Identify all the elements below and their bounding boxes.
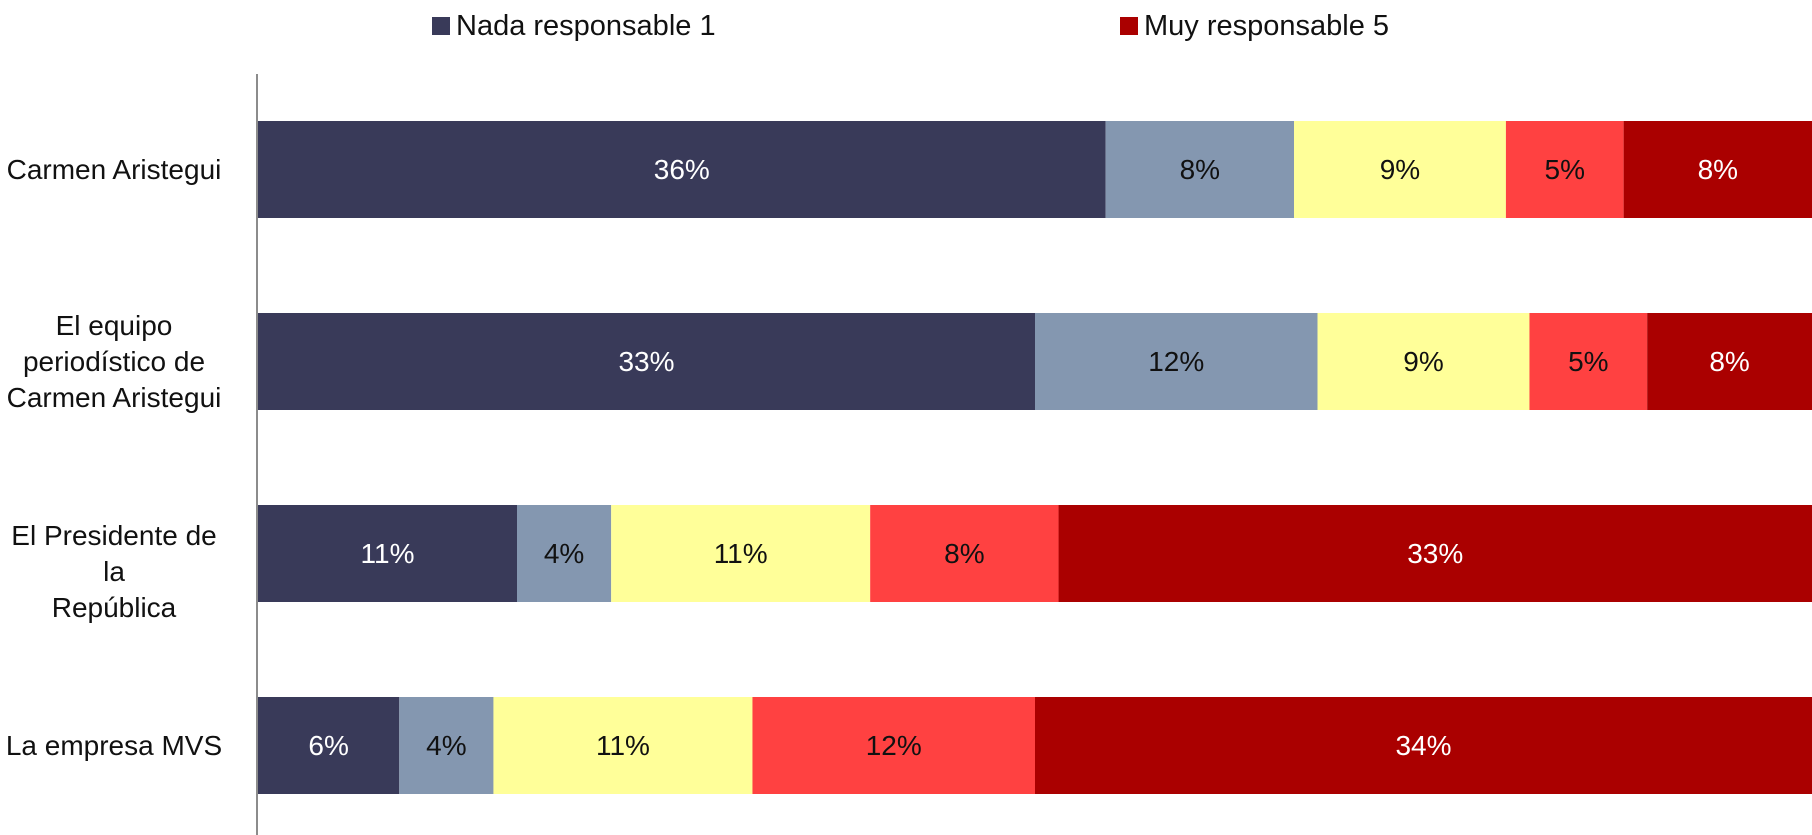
category-label-equipo-periodistico: El equipo periodístico de Carmen Aristeg…: [6, 309, 222, 413]
bar-segment-carmen-aristegui-s5: [1623, 121, 1812, 218]
bar-segment-carmen-aristegui-s2: [1105, 121, 1294, 218]
data-label-carmen-aristegui-s5: 8%: [1698, 154, 1738, 185]
data-label-el-presidente-de-la-republica-s1: 11%: [361, 538, 415, 569]
data-label-el-equipo-periodistico-de-carmen-aristegui-s2: 12%: [1148, 346, 1204, 377]
data-label-la-empresa-mvs-s5: 34%: [1395, 730, 1451, 761]
data-label-el-presidente-de-la-republica-s3: 11%: [714, 538, 768, 569]
bar-segment-el-equipo-periodistico-de-carmen-aristegui-s2: [1035, 313, 1318, 410]
bar-segment-el-equipo-periodistico-de-carmen-aristegui-s3: [1317, 313, 1530, 410]
legend-label-nada-responsable: Nada responsable 1: [456, 9, 716, 42]
legend-item-muy-responsable: Muy responsable 5: [1120, 8, 1389, 44]
data-label-el-equipo-periodistico-de-carmen-aristegui-s1: 33%: [618, 346, 674, 377]
bar-segment-la-empresa-mvs-s3: [493, 697, 753, 794]
bar-segment-la-empresa-mvs-s5: [1035, 697, 1812, 794]
data-label-el-presidente-de-la-republica-s4: 8%: [944, 538, 984, 569]
bar-segment-el-presidente-de-la-republica-s2: [517, 505, 612, 602]
bar-segment-el-equipo-periodistico-de-carmen-aristegui-s5: [1647, 313, 1812, 410]
legend-swatch-nada-responsable: [432, 17, 450, 35]
bar-segment-carmen-aristegui-s1: [258, 121, 1106, 218]
legend-item-nada-responsable: Nada responsable 1: [432, 8, 716, 44]
bar-segment-el-presidente-de-la-republica-s5: [1058, 505, 1812, 602]
legend-label-muy-responsable: Muy responsable 5: [1144, 9, 1390, 42]
data-label-la-empresa-mvs-s4: 12%: [866, 730, 922, 761]
bar-segment-el-presidente-de-la-republica-s3: [611, 505, 871, 602]
data-label-la-empresa-mvs-s2: 4%: [426, 730, 466, 761]
data-label-el-equipo-periodistico-de-carmen-aristegui-s4: 5%: [1568, 346, 1608, 377]
data-label-carmen-aristegui-s2: 8%: [1180, 154, 1220, 185]
bar-segment-el-presidente-de-la-republica-s1: [258, 505, 517, 602]
data-label-la-empresa-mvs-s1: 6%: [308, 730, 348, 761]
legend-swatch-muy-responsable: [1120, 17, 1138, 35]
category-label-empresa-mvs: La empresa MVS: [5, 729, 223, 761]
data-label-el-equipo-periodistico-de-carmen-aristegui-s3: 9%: [1403, 346, 1443, 377]
bar-segment-la-empresa-mvs-s1: [258, 697, 400, 794]
data-label-carmen-aristegui-s1: 36%: [654, 154, 710, 185]
data-label-la-empresa-mvs-s3: 11%: [596, 730, 650, 761]
data-label-el-equipo-periodistico-de-carmen-aristegui-s5: 8%: [1709, 346, 1749, 377]
bar-segment-el-equipo-periodistico-de-carmen-aristegui-s4: [1529, 313, 1648, 410]
bar-segment-el-presidente-de-la-republica-s4: [870, 505, 1059, 602]
bar-segment-carmen-aristegui-s4: [1505, 121, 1624, 218]
category-label-presidente: El Presidente de la República: [11, 519, 217, 623]
data-label-carmen-aristegui-s4: 5%: [1545, 154, 1585, 185]
data-label-el-presidente-de-la-republica-s5: 33%: [1407, 538, 1463, 569]
data-label-carmen-aristegui-s3: 9%: [1380, 154, 1420, 185]
bar-segment-la-empresa-mvs-s2: [399, 697, 494, 794]
data-label-el-presidente-de-la-republica-s2: 4%: [544, 538, 584, 569]
bar-segment-carmen-aristegui-s3: [1294, 121, 1506, 218]
bar-segment-el-equipo-periodistico-de-carmen-aristegui-s1: [258, 313, 1035, 410]
category-label-carmen-aristegui: Carmen Aristegui: [6, 153, 222, 185]
bar-segment-la-empresa-mvs-s4: [752, 697, 1035, 794]
